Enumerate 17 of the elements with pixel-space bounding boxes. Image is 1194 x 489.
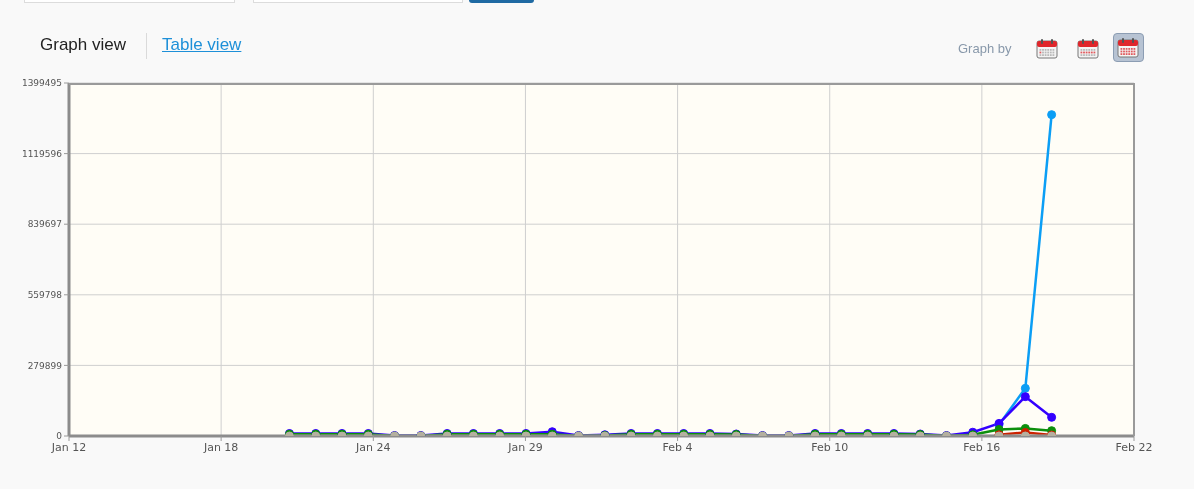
x-tick-label: Feb 16	[963, 440, 1001, 454]
x-tick-label: Jan 12	[50, 440, 87, 454]
y-tick-label: 279899	[27, 360, 63, 371]
text: Table view	[162, 35, 242, 55]
x-tick-label: Feb 4	[662, 440, 693, 454]
x-tick-label: Jan 18	[202, 440, 239, 454]
y-tick-label: 0	[56, 431, 63, 442]
text: Graph view	[40, 35, 126, 55]
x-tick-label: Jan 29	[507, 440, 543, 454]
x-tick-label: Jan 24	[355, 440, 391, 454]
y-tick-label: 839697	[27, 219, 62, 230]
x-tick-label: Feb 10	[811, 440, 849, 454]
x-tick-label: Feb 22	[1115, 440, 1153, 454]
text: Graph by	[958, 41, 1012, 56]
y-tick-label: 1399495	[21, 78, 62, 89]
y-tick-label: 1119596	[21, 148, 63, 159]
y-tick-label: 559798	[27, 289, 63, 300]
